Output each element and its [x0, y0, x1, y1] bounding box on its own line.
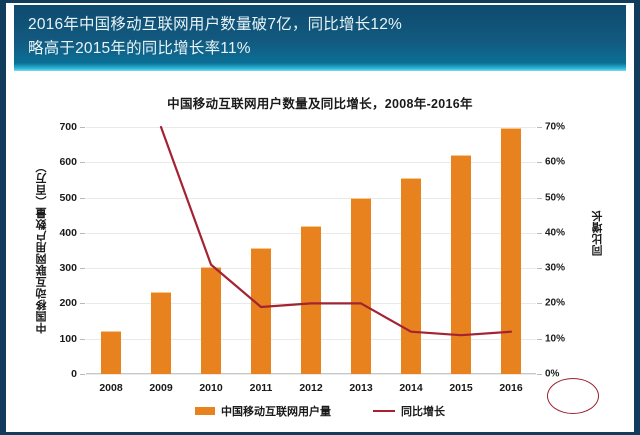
y-tick-label-right: 50%: [545, 192, 566, 204]
x-tick-label: 2011: [249, 382, 273, 394]
x-tick-label: 2009: [149, 382, 173, 394]
legend-label-growth: 同比增长: [401, 406, 445, 418]
legend-item-growth[interactable]: 同比增长: [373, 403, 445, 419]
y-tick-mark-right: [537, 232, 542, 234]
bar[interactable]: [501, 127, 521, 374]
y-tick-label-right: 0%: [545, 368, 560, 380]
y-axis-label-right: 同比增长: [589, 173, 607, 293]
y-tick-mark-left: [80, 232, 85, 234]
bar[interactable]: [301, 225, 321, 374]
y-tick-mark-left: [80, 268, 85, 270]
y-tick-mark-right: [537, 303, 542, 305]
bar[interactable]: [101, 330, 121, 374]
header-line-1: 2016年中国移动互联网用户数量破7亿，同比增长12%: [28, 16, 403, 33]
plot-inner: 0 100 200 300 400 500 600 700 0% 10% 20% 30% 40% 50%…: [59, 121, 565, 394]
y-axis-label-left-text: 中国移动互联网用户数量（百万）: [36, 161, 48, 334]
y-tick-label-left: 200: [59, 297, 77, 310]
y-tick-mark-right: [537, 127, 542, 128]
legend-item-users[interactable]: 中国移动互联网用户量: [195, 403, 331, 419]
y-tick-label-left: 700: [59, 121, 77, 133]
y-tick-mark-left: [80, 127, 85, 128]
x-tick-label: 2015: [449, 382, 473, 394]
y-tick-label-right: 40%: [545, 227, 566, 239]
header-line-2: 略高于2015年的同比增长率11%: [28, 40, 251, 57]
chart-container: 中国移动互联网用户数量及同比增长，2008年-2016年 中国移动互联网用户数量…: [14, 73, 626, 431]
y-tick-mark-left: [80, 303, 85, 305]
y-tick-label-right: 20%: [545, 297, 566, 309]
y-tick-label-left: 300: [59, 262, 77, 275]
chart-legend: 中国移动互联网用户量 同比增长: [14, 403, 626, 419]
x-tick-label: 2014: [399, 382, 423, 394]
y-tick-label-left: 0: [71, 368, 77, 380]
y-tick-label-left: 600: [59, 156, 77, 169]
x-tick-label: 2016: [499, 382, 523, 394]
line-swatch-icon: [373, 409, 395, 413]
highlight-ellipse-annotation: [547, 378, 599, 414]
x-tick-label: 2008: [99, 382, 123, 394]
bar[interactable]: [351, 198, 371, 374]
x-tick-label: 2013: [349, 382, 373, 394]
y-tick-label-right: 10%: [545, 333, 566, 345]
y-tick-mark-left: [80, 162, 85, 164]
gridline: [86, 127, 536, 128]
bar[interactable]: [151, 291, 171, 374]
header-banner: 2016年中国移动互联网用户数量破7亿，同比增长12% 略高于2015年的同比增…: [14, 5, 626, 71]
y-tick-label-left: 400: [59, 226, 77, 239]
y-tick-mark-right: [537, 197, 542, 199]
y-tick-mark-left: [80, 197, 85, 199]
y-tick-label-right: 30%: [545, 262, 566, 274]
y-tick-mark-right: [537, 268, 542, 270]
bar[interactable]: [201, 267, 221, 374]
plot-area: 0 100 200 300 400 500 600 700 0% 10% 20% 30% 40% 50%…: [59, 120, 565, 394]
x-tick-label: 2012: [299, 382, 323, 394]
bar-swatch-icon: [195, 407, 215, 415]
legend-label-users: 中国移动互联网用户量: [221, 406, 331, 418]
y-axis-label-right-text: 同比增长: [592, 210, 604, 256]
y-tick-mark-left: [80, 374, 85, 375]
y-tick-mark-right: [537, 162, 542, 164]
y-tick-mark-left: [80, 338, 85, 340]
bar[interactable]: [251, 248, 271, 374]
y-tick-mark-right: [537, 374, 542, 375]
gridline: [86, 374, 536, 375]
y-axis-label-left: 中国移动互联网用户数量（百万）: [32, 120, 52, 375]
x-tick-label: 2010: [199, 382, 223, 394]
bar[interactable]: [451, 155, 471, 374]
chart-title: 中国移动互联网用户数量及同比增长，2008年-2016年: [167, 97, 473, 111]
y-tick-mark-right: [537, 338, 542, 340]
bar[interactable]: [401, 177, 421, 374]
y-tick-label-left: 100: [59, 332, 77, 345]
y-tick-label-right: 60%: [545, 156, 566, 168]
y-tick-label-left: 500: [59, 191, 77, 204]
y-tick-label-right: 70%: [545, 121, 566, 133]
